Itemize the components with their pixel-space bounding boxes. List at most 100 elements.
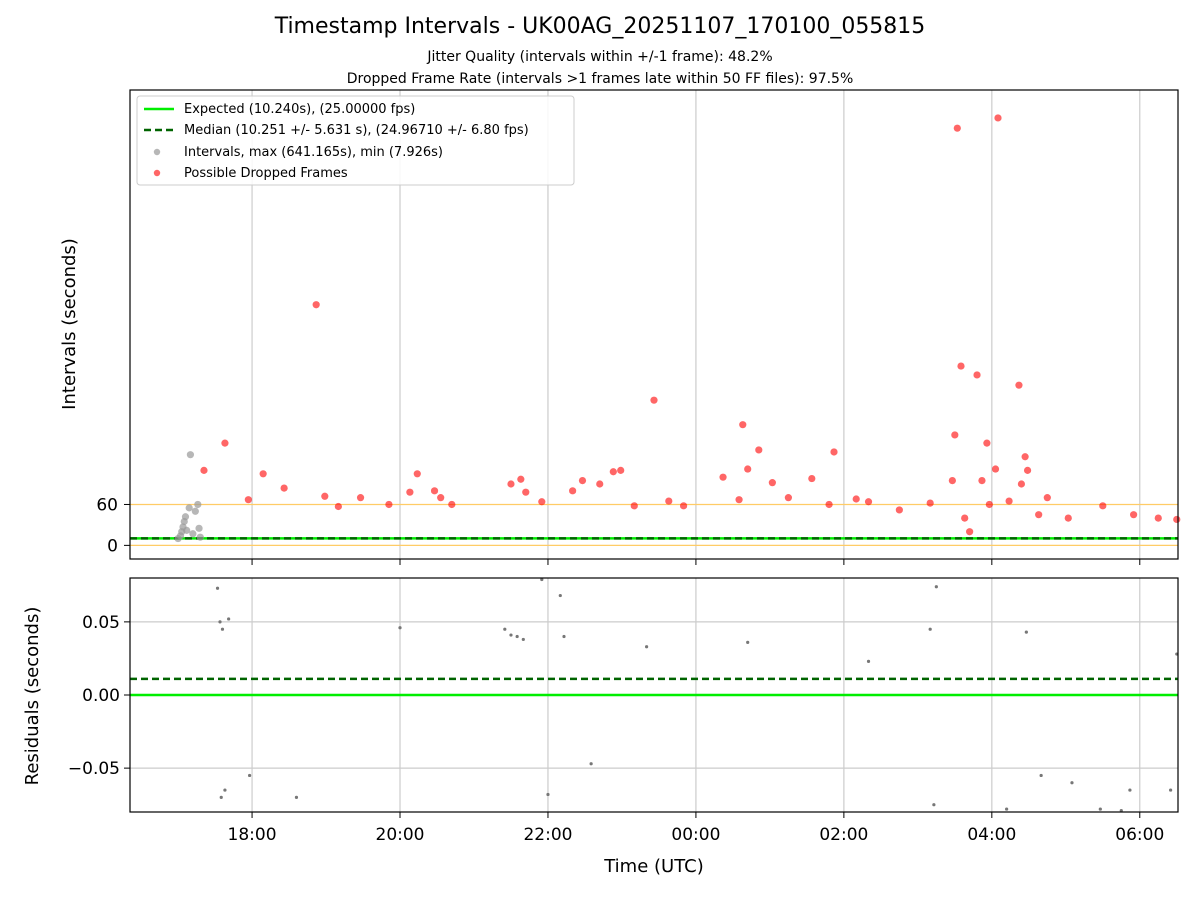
dropped-frame-point — [864, 498, 873, 506]
interval-point — [191, 507, 199, 515]
dropped-frame-point — [983, 439, 991, 447]
residual-point — [1039, 773, 1043, 778]
dropped-frame-subtitle: Dropped Frame Rate (intervals >1 frames … — [346, 71, 854, 87]
top-y-axis-title: Intervals (seconds) — [59, 238, 80, 410]
dropped-frame-point — [1043, 494, 1051, 502]
residual-point — [294, 795, 299, 799]
residual-point — [558, 593, 562, 598]
dropped-frame-point — [334, 502, 342, 511]
dropped-frame-point — [739, 421, 747, 429]
dropped-frame-point — [430, 487, 439, 495]
residual-point — [219, 795, 223, 799]
dropped-frame-point — [617, 466, 625, 474]
residual-point — [645, 645, 649, 649]
x-tick-label: 18:00 — [228, 825, 277, 845]
dropped-frame-point — [448, 500, 456, 509]
dropped-frame-point — [951, 431, 959, 439]
dropped-frame-point — [961, 514, 969, 522]
bottom-y-axis-title: Residuals (seconds) — [22, 607, 43, 786]
dropped-frame-point — [735, 496, 743, 504]
legend-box — [136, 95, 575, 186]
dropped-frame-point — [1005, 497, 1013, 505]
top-panel-reference-lines — [130, 503, 1178, 547]
residual-point — [932, 803, 936, 807]
dropped-frame-point — [1015, 381, 1023, 389]
dropped-frame-point — [1154, 514, 1162, 522]
interval-point — [196, 533, 204, 541]
residual-point — [562, 634, 566, 639]
residual-point — [218, 620, 222, 624]
dropped-frame-point — [244, 496, 252, 504]
legend-intervals-label: Intervals, max (641.165s), min (7.926s) — [184, 145, 443, 160]
residual-point — [515, 634, 519, 639]
dropped-frame-point — [1035, 511, 1043, 519]
dropped-frame-point — [755, 446, 763, 454]
residual-point — [227, 617, 231, 621]
residual-point — [934, 585, 938, 589]
residual-point — [746, 640, 750, 644]
bottom-y-tick-label: 0.05 — [82, 613, 120, 633]
dropped-frame-point — [517, 475, 525, 483]
interval-point — [189, 530, 197, 538]
bottom-panel-points — [215, 577, 1179, 813]
dropped-frame-point — [1023, 466, 1032, 474]
legend-median-label: Median (10.251 +/- 5.631 s), (24.96710 +… — [184, 123, 529, 138]
dropped-frame-point — [719, 473, 727, 481]
legend-intervals-swatch — [153, 148, 161, 156]
dropped-frame-point — [650, 396, 658, 404]
residual-point — [589, 762, 593, 766]
dropped-frame-point — [991, 465, 1000, 473]
residual-point — [220, 627, 225, 631]
dropped-frame-point — [259, 470, 267, 478]
residual-point — [1169, 788, 1173, 792]
dropped-frame-point — [200, 466, 208, 474]
jitter-quality-subtitle: Jitter Quality (intervals within +/-1 fr… — [427, 49, 773, 65]
dropped-frame-point — [569, 487, 577, 495]
dropped-frame-point — [1021, 453, 1029, 461]
top-y-tick-label: 0 — [107, 536, 118, 556]
legend-dropped-swatch — [153, 169, 161, 177]
dropped-frame-point — [973, 371, 981, 379]
dropped-frame-point — [507, 480, 515, 488]
residual-point — [1005, 807, 1009, 811]
x-tick-label: 06:00 — [1115, 825, 1164, 845]
dropped-frame-point — [609, 468, 617, 476]
dropped-frame-point — [538, 498, 546, 506]
chart-title: Timestamp Intervals - UK00AG_20251107_17… — [274, 14, 926, 39]
dropped-frame-point — [994, 114, 1002, 122]
dropped-frame-point — [948, 477, 956, 485]
residual-point — [215, 586, 220, 590]
x-tick-label: 00:00 — [671, 825, 720, 845]
legend: Expected (10.240s), (25.00000 fps) Media… — [136, 95, 575, 186]
interval-point — [186, 451, 195, 459]
dropped-frame-point — [784, 494, 792, 502]
dropped-frame-point — [852, 495, 860, 503]
interval-point — [195, 524, 203, 532]
dropped-frame-point — [385, 500, 393, 509]
dropped-frame-point — [985, 500, 993, 509]
dropped-frame-point — [630, 502, 638, 510]
dropped-frame-point — [665, 497, 673, 505]
dropped-frame-point — [437, 494, 445, 502]
dropped-frame-point — [1173, 515, 1181, 524]
dropped-frame-point — [978, 477, 986, 485]
top-y-tick-label: 60 — [96, 495, 118, 515]
top-panel-axes: 0 60 — [96, 495, 1141, 565]
interval-point — [185, 504, 193, 512]
residual-point — [509, 633, 513, 637]
dropped-frame-point — [356, 494, 365, 502]
residual-point — [223, 788, 227, 792]
x-tick-label: 02:00 — [819, 825, 868, 845]
dropped-frame-point — [1017, 480, 1026, 488]
dropped-frame-point — [312, 301, 320, 309]
dropped-frame-point — [895, 506, 903, 514]
x-axis-title: Time (UTC) — [603, 856, 704, 877]
dropped-frame-point — [744, 465, 752, 473]
dropped-frame-point — [321, 492, 329, 500]
dropped-frame-point — [679, 502, 688, 510]
x-tick-label: 20:00 — [376, 825, 425, 845]
dropped-frame-point — [406, 488, 414, 496]
x-tick-label: 22:00 — [523, 825, 572, 845]
bottom-panel-axes: 18:00 20:00 22:00 00:00 02:00 04:00 06:00 0.05 0… — [68, 613, 1164, 845]
